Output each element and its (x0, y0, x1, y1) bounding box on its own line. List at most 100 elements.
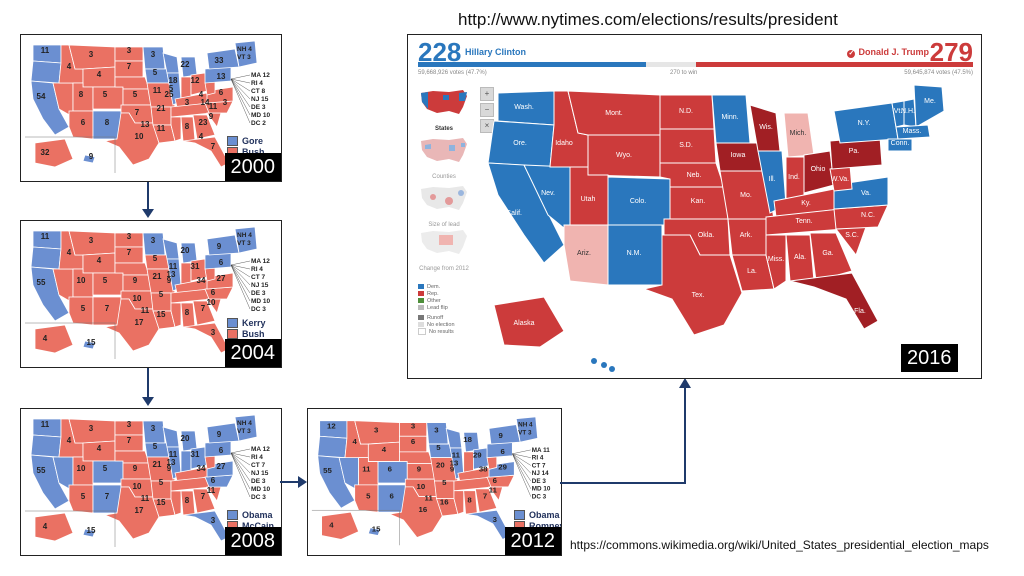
legend-swatch (227, 317, 238, 328)
ev-number: 5 (103, 464, 108, 473)
ev-number: 31 (191, 450, 200, 459)
view-change-from-2012[interactable]: Change from 2012 (418, 227, 470, 272)
state-ms (170, 302, 182, 328)
arrow-2004-to-2008 (142, 368, 154, 406)
state-fl (182, 510, 230, 542)
view-states-label: States (434, 126, 453, 132)
state-tx (103, 298, 160, 352)
state-label: N.M. (627, 250, 642, 257)
ev-number: 9 (450, 464, 455, 473)
east-state-label: DE 3 (251, 104, 266, 111)
state-label: Pa. (849, 148, 860, 155)
ev-number: 7 (105, 492, 110, 501)
state-label: Tex. (692, 292, 705, 299)
east-state-label: MD 10 (532, 486, 551, 493)
legend-label: Bush (242, 146, 265, 157)
view-states[interactable]: States (418, 87, 470, 132)
to-win-label: 270 to win (670, 70, 698, 76)
state-label: Utah (581, 196, 596, 203)
state-ne (114, 76, 150, 90)
ev-number: 6 (219, 446, 224, 455)
state-tex[interactable] (642, 234, 743, 336)
ev-number: 3 (211, 328, 216, 337)
ev-number: 10 (207, 298, 216, 307)
ev-number: 5 (436, 443, 441, 452)
legend-item: Gore (227, 135, 265, 146)
state-mass[interactable] (895, 124, 931, 140)
ev-number: 38 (479, 464, 488, 473)
state-fla[interactable] (789, 272, 879, 330)
ev-number: 11 (157, 124, 166, 133)
ev-number: 20 (181, 246, 190, 255)
east-state-label: RI 4 (532, 455, 544, 462)
legend-item: Bush (227, 328, 280, 339)
ev-number: 11 (169, 450, 178, 459)
state-label: N.H. (901, 108, 915, 115)
state-label: Me. (924, 98, 936, 105)
east-state-label: NH 4 (237, 232, 252, 239)
state-conn[interactable] (887, 138, 913, 152)
nyt-results-panel: 228 Hillary Clinton ✓ Donald J. Trump 279… (407, 34, 982, 379)
zoom-in-icon[interactable]: + (480, 87, 494, 101)
nyt-2016-map[interactable]: Wash. Ore. Calif. Nev. Idaho Mont. Wyo. Utah Col… (484, 85, 978, 375)
state-ga[interactable] (809, 232, 853, 282)
map-2000: 11 3 3 4 4 7 3 5 54 8 5 5 6 8 7 10 11 18 22 12 21 5 4 13 33 11 8 23… (20, 34, 282, 182)
ev-number: 8 (185, 496, 190, 505)
ev-number: 22 (181, 60, 190, 69)
state-miss[interactable] (765, 234, 787, 290)
key-lead-flip: Lead flip (427, 304, 448, 311)
state-tx (103, 112, 160, 166)
ev-number: 4 (67, 248, 72, 257)
view-size-of-lead[interactable]: Size of lead (418, 183, 470, 228)
state-label: Ind. (788, 174, 800, 181)
ev-number: 13 (217, 72, 226, 81)
ev-number: 11 (452, 451, 461, 460)
east-state-label: VT 3 (237, 240, 251, 247)
legend-label: Gore (242, 135, 264, 146)
state-me[interactable] (913, 85, 945, 128)
ev-number: 9 (417, 464, 422, 473)
east-state-label: MA 12 (251, 258, 270, 265)
state-hawaii[interactable] (591, 358, 597, 364)
ev-number: 4 (353, 437, 358, 446)
state-alaska[interactable] (493, 296, 565, 348)
view-counties-label: Counties (432, 174, 456, 180)
east-state-label: RI 4 (251, 454, 263, 461)
ev-number: 4 (97, 444, 102, 453)
state-hawaii[interactable] (609, 366, 615, 372)
state-label: Fla. (854, 308, 866, 315)
ev-number: 6 (500, 447, 505, 456)
year-badge-2016: 2016 (901, 344, 958, 372)
ev-number: 6 (219, 258, 224, 267)
ev-number: 4 (43, 334, 48, 343)
map-key: Dem. Rep. Other Lead flip Runoff No elec… (418, 283, 455, 335)
trump-name: ✓ Donald J. Trump (847, 47, 929, 58)
east-state-label: CT 7 (532, 462, 546, 469)
state-ariz[interactable] (563, 224, 609, 286)
state-ak (34, 138, 74, 168)
ev-number: 13 (167, 458, 176, 467)
state-ny (488, 424, 521, 445)
state-label: Ore. (513, 140, 527, 147)
view-counties[interactable]: Counties (418, 135, 470, 180)
ev-number: 17 (135, 506, 144, 515)
state-label: Ohio (811, 166, 826, 173)
ev-number: 3 (223, 98, 228, 107)
state-label: Ariz. (577, 250, 591, 257)
state-hi (82, 340, 96, 350)
ev-number: 15 (157, 310, 166, 319)
ev-number: 9 (499, 431, 504, 440)
ev-number: 9 (217, 242, 222, 251)
ev-number: 54 (37, 92, 46, 101)
state-tx (388, 486, 443, 538)
year-badge-2000: 2000 (224, 153, 281, 181)
map-2000-legend: Gore Bush (227, 135, 265, 157)
ev-number: 9 (89, 152, 94, 161)
ev-number: 7 (201, 304, 206, 313)
ev-number: 15 (87, 526, 96, 535)
ev-number: 3 (151, 50, 156, 59)
east-state-label: RI 4 (251, 266, 263, 273)
east-state-label: CT 8 (251, 88, 265, 95)
state-hawaii[interactable] (601, 362, 607, 368)
zoom-out-icon[interactable]: − (480, 103, 494, 117)
